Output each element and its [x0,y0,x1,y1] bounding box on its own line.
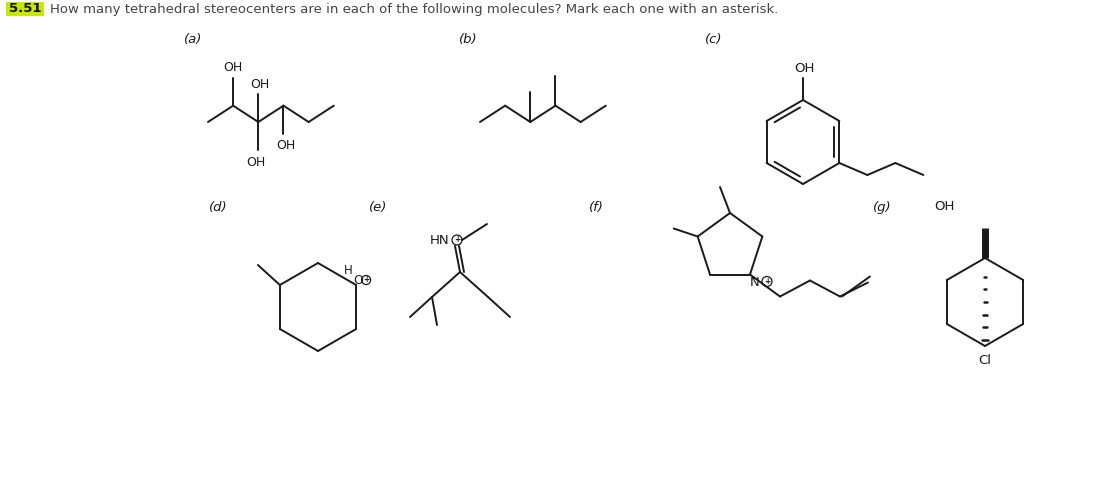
Text: OH: OH [276,139,295,152]
Text: H: H [343,265,352,278]
Text: (d): (d) [209,201,227,214]
Text: OH: OH [934,201,954,214]
Text: (a): (a) [183,32,202,45]
Text: +: + [363,276,369,284]
Text: (b): (b) [458,32,477,45]
Text: 5.51: 5.51 [9,2,41,15]
Text: OH: OH [224,61,243,74]
Text: OH: OH [247,156,266,169]
Text: OH: OH [250,78,269,91]
Text: (e): (e) [369,201,387,214]
Text: How many tetrahedral stereocenters are in each of the following molecules? Mark : How many tetrahedral stereocenters are i… [50,2,778,15]
Text: OH: OH [794,62,814,75]
Text: (c): (c) [705,32,722,45]
Text: N: N [750,276,760,289]
Text: HN: HN [429,233,449,246]
Text: +: + [454,236,461,244]
Text: +: + [764,277,770,286]
Text: Cl: Cl [978,353,992,366]
FancyBboxPatch shape [6,2,44,16]
Text: O: O [353,273,363,286]
Text: (g): (g) [873,201,891,214]
Text: (f): (f) [588,201,604,214]
